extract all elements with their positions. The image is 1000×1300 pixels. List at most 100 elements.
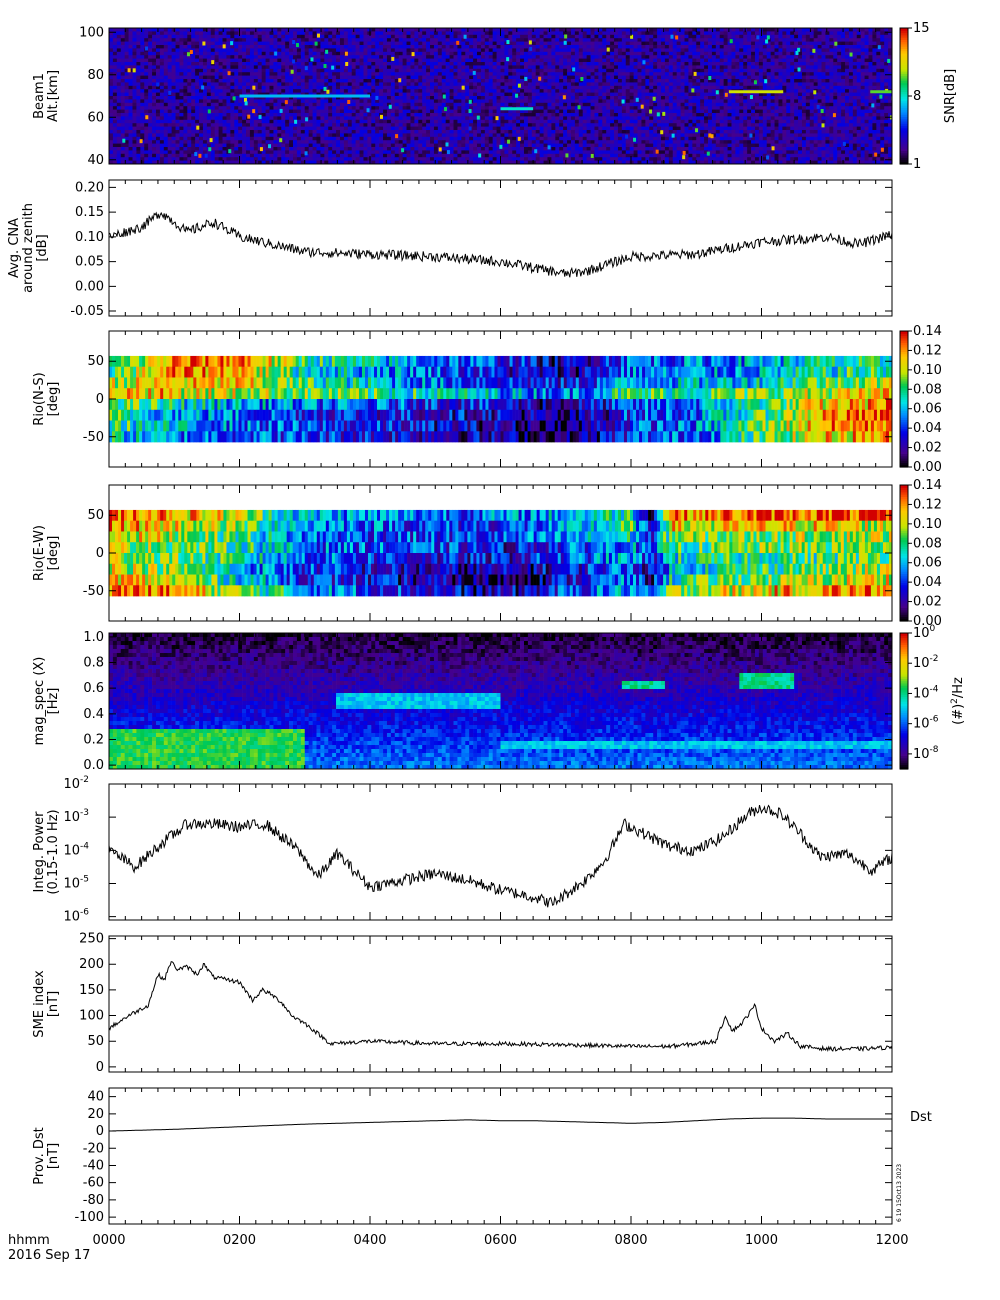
beam1-cell xyxy=(496,130,501,134)
beam1-cell xyxy=(289,55,294,59)
beam1-cell xyxy=(375,51,380,56)
beam1-cell xyxy=(422,126,427,131)
beam1-cell xyxy=(484,62,490,66)
beam1-cell xyxy=(336,48,341,53)
beam1-cell xyxy=(390,89,396,93)
beam1-cell xyxy=(132,62,137,66)
beam1-cell xyxy=(246,89,251,93)
beam1-cell xyxy=(531,133,537,138)
beam1-cell xyxy=(265,28,270,32)
beam1-cell xyxy=(477,99,482,104)
beam1-cell xyxy=(249,51,255,56)
beam1-cell xyxy=(332,106,337,110)
beam1-cell xyxy=(555,55,560,59)
beam1-cell xyxy=(218,34,223,39)
beam1-cell xyxy=(379,96,384,100)
beam1-cell xyxy=(367,48,372,53)
beam1-cell xyxy=(265,65,270,70)
beam1-cell xyxy=(465,133,470,138)
beam1-cell xyxy=(289,102,294,107)
beam1-cell xyxy=(312,82,317,87)
beam1-cell xyxy=(570,109,576,114)
beam1-cell xyxy=(547,113,552,117)
beam1-cell xyxy=(304,82,309,87)
beam1-cell xyxy=(414,58,419,63)
beam1-cell xyxy=(261,34,266,39)
beam1-cell xyxy=(574,126,580,131)
beam1-cell xyxy=(367,58,372,63)
beam1-cell xyxy=(543,130,548,134)
beam1-cell xyxy=(159,72,165,76)
beam1-cell xyxy=(398,96,403,100)
beam1-cell xyxy=(269,75,274,80)
beam1-cell xyxy=(543,147,548,151)
beam1-cell xyxy=(277,58,282,63)
beam1-cell xyxy=(257,31,262,36)
beam1-cell xyxy=(339,58,345,63)
beam1-cell xyxy=(226,143,231,148)
beam1-cell xyxy=(328,79,333,83)
beam1-cell xyxy=(187,31,192,36)
beam1-cell xyxy=(261,99,266,104)
beam1-cell xyxy=(574,160,580,164)
beam1-cell xyxy=(512,55,517,59)
beam1-cell xyxy=(508,143,513,148)
beam1-cell xyxy=(574,68,580,73)
beam1-cell xyxy=(159,75,165,80)
beam1-cell xyxy=(171,38,176,42)
beam1-cell xyxy=(257,68,262,73)
beam1-cell xyxy=(230,119,235,124)
beam1-cell xyxy=(418,140,423,144)
beam1-cell xyxy=(124,41,129,46)
beam1-cell xyxy=(136,143,141,148)
beam1-cell xyxy=(304,31,309,36)
beam1-cell xyxy=(520,113,525,117)
beam1-cell xyxy=(343,72,349,76)
beam1-cell xyxy=(516,31,521,36)
beam1-cell xyxy=(140,89,145,93)
beam1-cell xyxy=(187,106,192,110)
beam1-cell xyxy=(531,157,537,161)
beam1-cell xyxy=(199,109,204,114)
beam1-cell xyxy=(414,68,419,73)
beam1-cell xyxy=(488,160,493,164)
beam1-cell xyxy=(449,38,454,42)
beam1-cell xyxy=(465,116,470,121)
beam1-cell xyxy=(253,136,259,141)
beam1-cell xyxy=(414,34,419,39)
beam1-cell xyxy=(379,55,384,59)
beam1-cell xyxy=(140,72,145,76)
beam1-cell xyxy=(418,68,423,73)
beam1-cell xyxy=(445,65,450,70)
beam1-cell xyxy=(293,99,298,104)
beam1-cell xyxy=(304,119,309,124)
beam1-cell xyxy=(441,89,446,93)
beam1-cell xyxy=(304,113,309,117)
beam1-cell xyxy=(112,153,118,158)
beam1-cell xyxy=(277,75,282,80)
beam1-cell xyxy=(257,99,262,104)
beam1-cell xyxy=(574,140,580,144)
beam1-cell xyxy=(144,62,149,66)
beam1-cell xyxy=(218,85,223,90)
beam1-cell xyxy=(555,147,560,151)
beam1-cell xyxy=(492,140,497,144)
beam1-cell xyxy=(355,62,360,66)
beam1-cell xyxy=(477,157,482,161)
beam1-cell xyxy=(183,157,188,161)
beam1-cell xyxy=(249,99,255,104)
beam1-cell xyxy=(508,58,513,63)
beam1-cell xyxy=(159,109,165,114)
beam1-cell xyxy=(214,153,219,158)
beam1-cell xyxy=(383,113,388,117)
beam1-cell xyxy=(363,48,368,53)
beam1-cell xyxy=(148,72,153,76)
beam1-cell xyxy=(124,79,129,83)
beam1-cell xyxy=(418,51,423,56)
beam1-cell xyxy=(320,48,325,53)
beam1-cell xyxy=(383,31,388,36)
beam1-cell xyxy=(347,79,353,83)
beam1-cell xyxy=(390,34,396,39)
beam1-cell xyxy=(523,102,529,107)
beam1-cell xyxy=(293,48,298,53)
